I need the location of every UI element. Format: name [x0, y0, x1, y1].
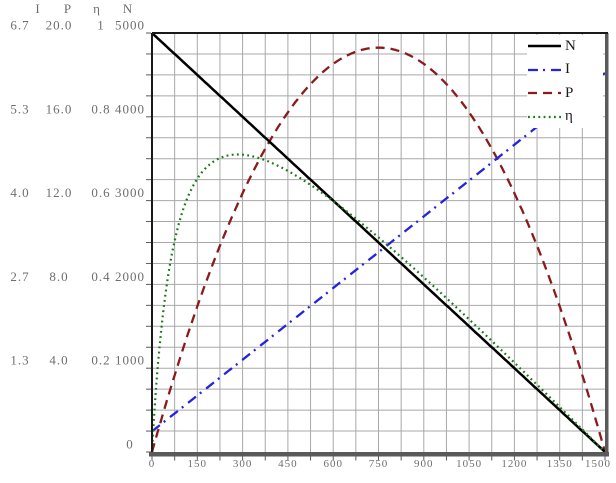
series-eta-curve: [150, 153, 606, 453]
legend-key-eta-line: [528, 115, 561, 119]
left-axis-tick-label: 4.0: [10, 185, 29, 200]
series-I-curve: [151, 72, 606, 433]
left-axis-tick-label: 20.0: [46, 18, 73, 33]
x-axis-tick-label: 1500: [585, 458, 611, 470]
legend-row-N: N: [527, 35, 603, 57]
left-axis-tick-label: 1.3: [10, 353, 29, 368]
legend: N I P η: [527, 35, 603, 128]
legend-row-eta: η: [527, 106, 603, 128]
left-axis-tick-label: 2.7: [10, 269, 29, 284]
series-N-curve: [151, 32, 606, 453]
left-axis-tick-label: 0: [126, 437, 134, 452]
legend-label-P: P: [565, 84, 574, 101]
legend-row-I: I: [527, 59, 603, 81]
left-axis-tick-label: 1000: [115, 353, 145, 368]
left-axis-header: N: [123, 1, 133, 16]
left-axis-header: P: [64, 1, 72, 16]
left-axis-tick-label: 0.4: [91, 269, 110, 284]
left-axis-tick-label: 8.0: [49, 269, 68, 284]
x-axis-tick-label: 600: [323, 458, 343, 470]
left-axis-tick-label: 4000: [115, 101, 145, 116]
left-axis-tick-label: 0.2: [91, 353, 110, 368]
left-axis-tick-label: 4.0: [49, 353, 68, 368]
left-axis-header: I: [35, 1, 40, 16]
left-axis-tick-label: 5000: [115, 18, 145, 33]
left-axis-tick-label: 0.8: [91, 101, 110, 116]
legend-key-P-line: [528, 92, 561, 95]
left-axis-header: η: [93, 1, 101, 16]
x-axis-tick-label: 0: [149, 458, 156, 470]
left-axis-tick-label: 6.7: [10, 18, 29, 33]
x-axis-tick-label: 1200: [501, 458, 527, 470]
x-axis-tick-label: 1050: [456, 458, 482, 470]
left-axis-tick-label: 0.6: [91, 185, 110, 200]
x-axis-tick-label: 300: [233, 458, 253, 470]
plot-border-right: [605, 33, 609, 456]
series-P-curve: [150, 46, 607, 453]
x-axis-tick-label: 750: [369, 458, 389, 470]
legend-label-N: N: [565, 37, 576, 54]
legend-key-I-line: [528, 68, 561, 71]
legend-key-N-line: [528, 44, 561, 48]
legend-label-I: I: [565, 61, 570, 78]
left-axis-tick-label: 3000: [115, 185, 145, 200]
x-axis-tick-label: 150: [188, 458, 208, 470]
left-axis-tick-label: 1: [97, 18, 105, 33]
left-axis-tick-label: 5.3: [10, 101, 29, 116]
x-axis-tick-label: 900: [414, 458, 434, 470]
legend-row-P: P: [527, 82, 603, 104]
legend-label-eta: η: [565, 108, 573, 125]
x-axis-tick-label: 1350: [547, 458, 573, 470]
left-axis-tick-label: 12.0: [46, 185, 73, 200]
left-axis-tick-label: 2000: [115, 269, 145, 284]
left-axis-tick-label: 16.0: [46, 101, 73, 116]
plot-border-bottom: [149, 452, 609, 457]
x-axis-tick-label: 450: [278, 458, 298, 470]
